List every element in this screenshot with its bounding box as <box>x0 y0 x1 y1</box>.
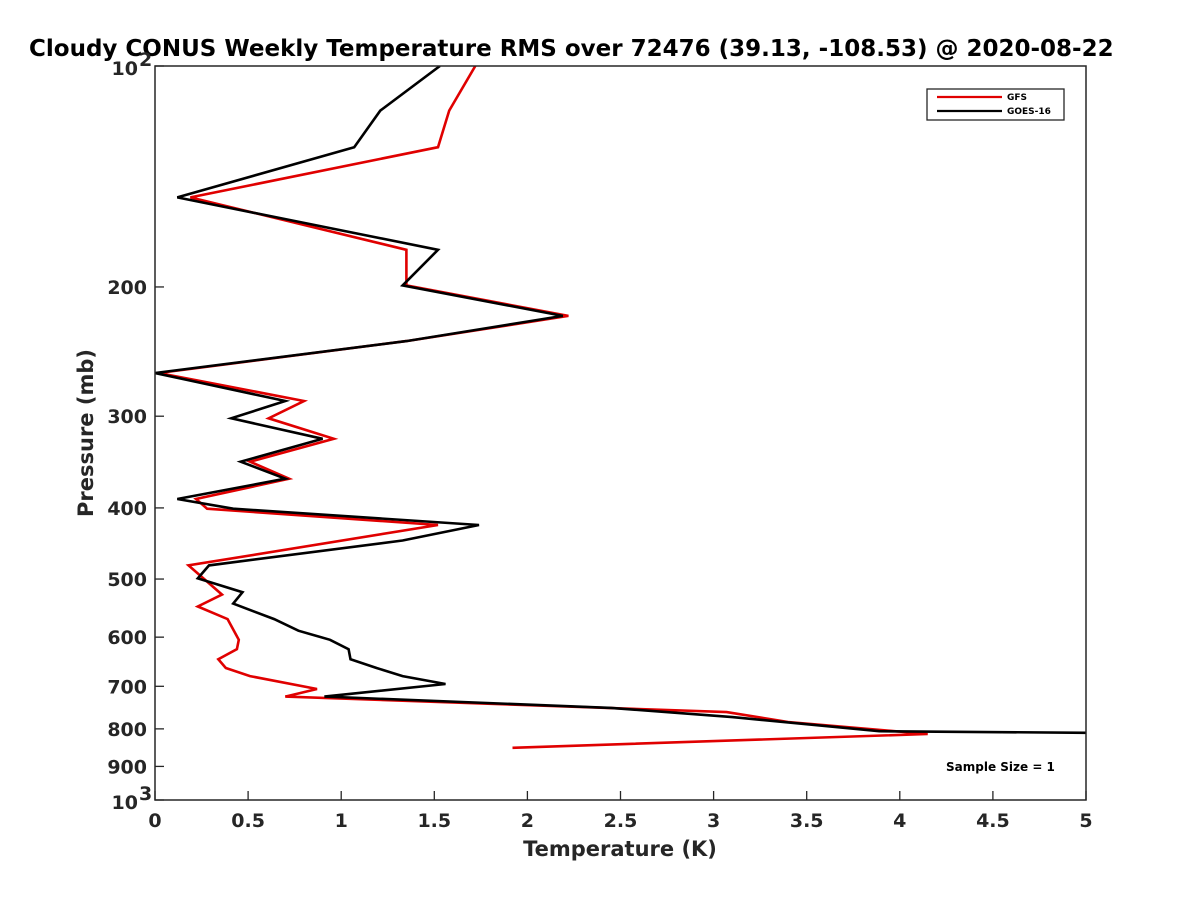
y-tick-label: 500 <box>107 569 147 591</box>
legend-label-gfs: GFS <box>1007 93 1027 103</box>
plot-area <box>155 66 1087 750</box>
y-tick-label: 200 <box>107 277 147 299</box>
y-tick-label: 900 <box>107 756 147 778</box>
x-tick-label: 3.5 <box>790 810 824 832</box>
x-tick-label: 5 <box>1079 810 1092 832</box>
series-line-goes16 <box>155 66 1087 735</box>
x-tick-label: 3 <box>707 810 720 832</box>
x-tick-label: 4.5 <box>976 810 1010 832</box>
legend-box <box>926 88 1065 121</box>
y-axis-label: Pressure (mb) <box>74 349 98 517</box>
y-tick-label: 10 <box>112 58 138 80</box>
y-tick-label: 300 <box>107 406 147 428</box>
x-tick-label: 0.5 <box>231 810 265 832</box>
x-tick-label: 0 <box>148 810 161 832</box>
x-tick-label: 2 <box>521 810 534 832</box>
y-tick-label: 800 <box>107 719 147 741</box>
series-line-gfs <box>158 66 928 750</box>
sample-size-annotation: Sample Size = 1 <box>946 760 1055 774</box>
x-tick-label: 4 <box>893 810 906 832</box>
y-tick-label: 400 <box>107 498 147 520</box>
x-tick-label: 1.5 <box>417 810 451 832</box>
x-tick-label: 2.5 <box>604 810 638 832</box>
y-tick-exponent: 2 <box>139 49 152 71</box>
x-axis-label: Temperature (K) <box>523 837 717 861</box>
y-tick-label: 10 <box>112 792 138 814</box>
legend: GFS GOES-16 <box>926 88 1065 121</box>
x-tick-label: 1 <box>335 810 348 832</box>
chart-title: Cloudy CONUS Weekly Temperature RMS over… <box>29 36 1114 62</box>
y-tick-exponent: 3 <box>139 783 152 805</box>
legend-label-goes16: GOES-16 <box>1007 107 1051 117</box>
x-axis: 0 0.5 1 1.5 2 2.5 3 3.5 4 4.5 5 <box>148 791 1093 832</box>
y-tick-label: 600 <box>107 627 147 649</box>
y-tick-label: 700 <box>107 676 147 698</box>
